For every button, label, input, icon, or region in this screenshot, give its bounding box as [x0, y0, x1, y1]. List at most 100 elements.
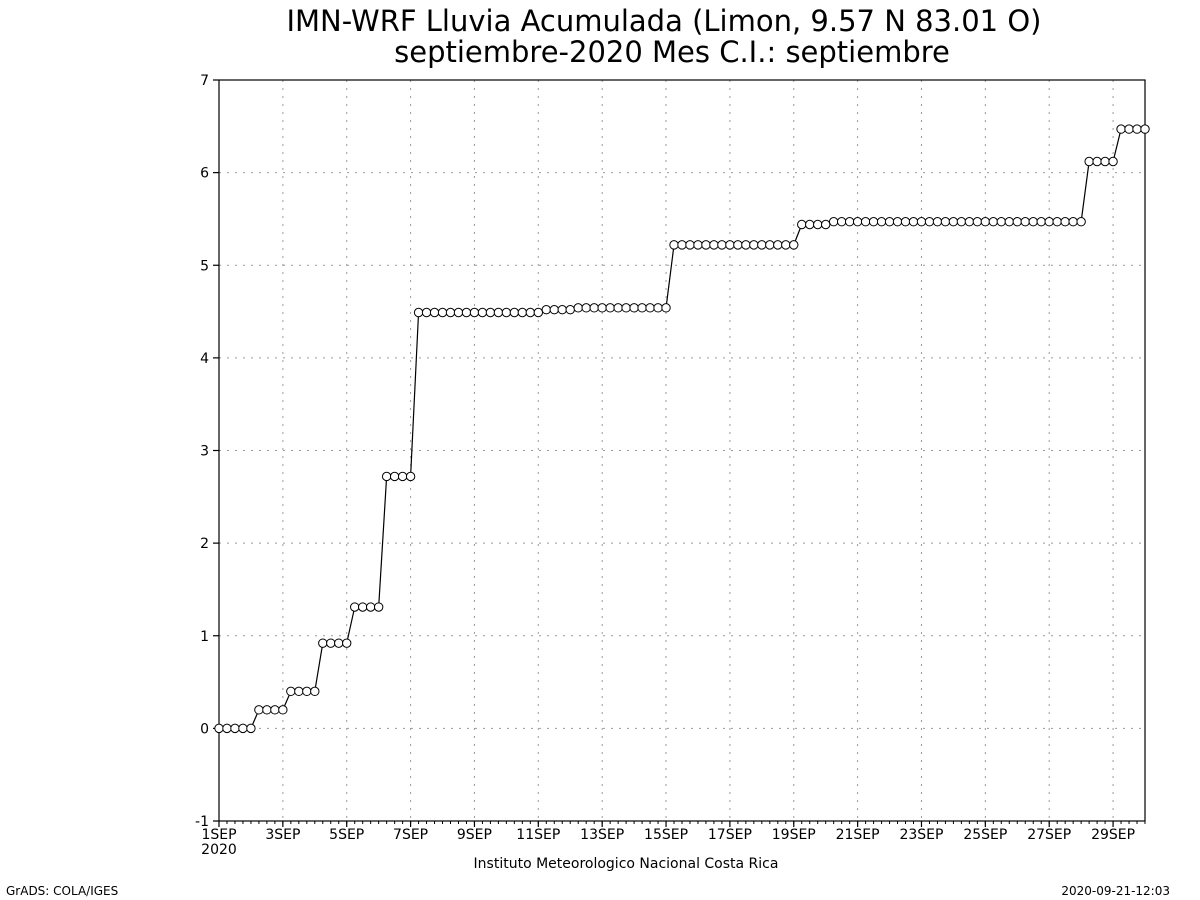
- data-point: [549, 305, 559, 315]
- data-point: [413, 307, 424, 318]
- data-point: [820, 219, 831, 230]
- data-point: [637, 303, 647, 313]
- data-point: [805, 219, 815, 230]
- data-point: [972, 217, 983, 227]
- data-point: [1116, 124, 1126, 134]
- data-point: [996, 217, 1007, 227]
- data-point: [381, 471, 392, 482]
- x-tick-label: 25SEP: [963, 827, 1007, 843]
- data-point: [318, 638, 328, 648]
- data-point: [645, 303, 655, 313]
- data-point: [557, 305, 567, 315]
- y-tick-label: 2: [200, 536, 209, 552]
- chart-title: IMN-WRF Lluvia Acumulada (Limon, 9.57 N …: [286, 4, 1041, 38]
- data-point: [940, 217, 951, 227]
- data-point: [533, 307, 544, 318]
- data-point: [254, 705, 264, 715]
- software-credit: GrADS: COLA/IGES: [6, 884, 118, 898]
- x-tick-sublabel: 2020: [201, 842, 237, 858]
- data-point: [876, 217, 887, 227]
- grid-lines: [219, 80, 1145, 821]
- data-point: [900, 217, 911, 227]
- data-point: [932, 217, 943, 227]
- data-point: [469, 307, 480, 318]
- data-point: [365, 602, 376, 612]
- x-tick-label: 9SEP: [457, 827, 492, 843]
- data-point: [1124, 124, 1134, 134]
- data-point: [988, 217, 999, 227]
- data-point: [461, 307, 472, 318]
- data-point: [677, 240, 687, 250]
- institution-label: Instituto Meteorologico Nacional Costa R…: [474, 856, 779, 872]
- data-point: [342, 638, 352, 648]
- data-point: [709, 240, 719, 250]
- plot-frame: [218, 79, 1146, 822]
- data-point: [397, 471, 408, 482]
- data-point: [1012, 217, 1022, 227]
- data-point: [1020, 217, 1030, 227]
- x-tick-label: 13SEP: [580, 827, 624, 843]
- data-point: [1004, 217, 1014, 227]
- data-point: [908, 217, 919, 227]
- data-point: [1140, 124, 1150, 134]
- data-point: [477, 307, 488, 318]
- x-tick-label: 29SEP: [1091, 827, 1135, 843]
- data-point: [310, 686, 320, 697]
- x-tick-label: 19SEP: [772, 827, 816, 843]
- x-tick-label: 11SEP: [516, 827, 560, 843]
- y-tick-label: 4: [200, 351, 209, 367]
- data-point: [222, 723, 232, 734]
- data-point: [693, 240, 703, 250]
- data-point: [956, 217, 967, 227]
- x-tick-label: 27SEP: [1027, 827, 1071, 843]
- data-point: [597, 303, 607, 313]
- data-point: [757, 240, 767, 250]
- data-point: [733, 240, 743, 250]
- x-tick-label: 15SEP: [644, 827, 688, 843]
- data-point: [278, 705, 288, 715]
- y-tick-label: 5: [200, 258, 209, 274]
- data-point: [781, 240, 791, 250]
- data-point: [541, 305, 551, 315]
- data-point: [405, 471, 416, 482]
- data-point: [525, 307, 536, 318]
- data-point: [437, 307, 448, 318]
- data-point: [1052, 217, 1062, 227]
- data-point: [1084, 156, 1094, 167]
- data-point: [485, 307, 496, 318]
- x-tick-label: 17SEP: [708, 827, 752, 843]
- x-tick-label: 21SEP: [836, 827, 880, 843]
- data-point: [589, 303, 599, 313]
- data-point: [1060, 217, 1070, 227]
- data-point: [1028, 217, 1038, 227]
- y-tick-label: 6: [200, 166, 209, 182]
- y-tick-label: 1: [200, 629, 209, 645]
- data-point: [916, 217, 927, 227]
- data-point: [389, 471, 400, 482]
- data-point: [844, 217, 855, 227]
- x-tick-label: 3SEP: [265, 827, 300, 843]
- data-point: [669, 240, 679, 250]
- data-point: [685, 240, 695, 250]
- data-point: [980, 217, 991, 227]
- data-point: [429, 307, 440, 318]
- data-point: [964, 217, 975, 227]
- data-point: [373, 602, 384, 612]
- data-point: [501, 307, 512, 318]
- data-point: [749, 240, 759, 250]
- data-point: [621, 303, 631, 313]
- data-point: [326, 638, 336, 648]
- data-point: [725, 240, 735, 250]
- data-point: [1132, 124, 1142, 134]
- data-point: [789, 240, 799, 250]
- data-point: [860, 217, 871, 227]
- data-point: [350, 602, 360, 612]
- data-point: [924, 217, 935, 227]
- data-point: [573, 303, 583, 313]
- data-point: [717, 240, 727, 250]
- data-point: [294, 686, 304, 697]
- data-point: [1100, 156, 1110, 167]
- data-point: [813, 219, 823, 230]
- x-tick-label: 23SEP: [899, 827, 943, 843]
